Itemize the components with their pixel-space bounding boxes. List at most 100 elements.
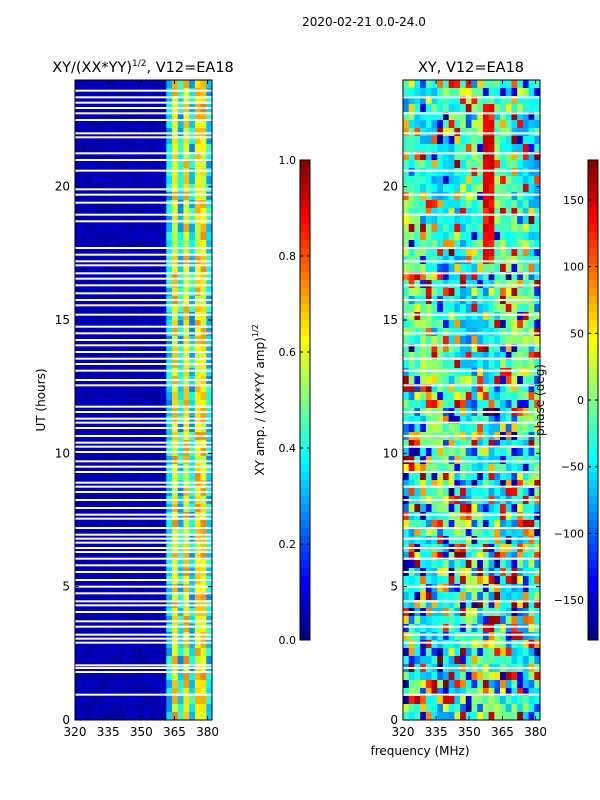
heatmap-cell xyxy=(477,648,484,657)
heatmap-cell xyxy=(517,352,524,361)
heatmap-cell xyxy=(534,144,541,153)
heatmap-cell xyxy=(132,696,139,705)
heatmap-cell xyxy=(149,240,156,249)
heatmap-cell xyxy=(132,280,139,289)
heatmap-cell xyxy=(505,424,512,433)
heatmap-cell xyxy=(425,176,432,185)
heatmap-cell xyxy=(114,392,122,401)
heatmap-cell xyxy=(454,416,461,425)
heatmap-cell xyxy=(172,208,179,217)
heatmap-cell xyxy=(408,488,415,497)
heatmap-cell xyxy=(92,288,99,297)
heatmap-cell xyxy=(522,152,529,161)
heatmap-cell xyxy=(183,352,190,361)
heatmap-cell xyxy=(500,96,507,105)
heatmap-cell xyxy=(120,176,127,185)
heatmap-cell xyxy=(109,272,116,281)
heatmap-cell xyxy=(511,80,518,89)
heatmap-cell xyxy=(86,344,93,353)
heatmap-cell xyxy=(194,176,201,185)
heatmap-cell xyxy=(114,688,122,697)
heatmap-cell xyxy=(488,328,495,337)
heatmap-cell xyxy=(114,456,122,465)
heatmap-cell xyxy=(477,104,484,113)
heatmap-cell xyxy=(172,216,179,225)
heatmap-cell xyxy=(109,480,116,489)
heatmap-cell xyxy=(149,400,156,409)
heatmap-cell xyxy=(126,712,133,721)
heatmap-cell xyxy=(103,688,110,697)
heatmap-cell xyxy=(149,264,156,273)
heatmap-cell xyxy=(477,512,484,521)
heatmap-cell xyxy=(522,200,529,209)
flagged-row xyxy=(75,89,212,92)
heatmap-cell xyxy=(189,176,196,185)
heatmap-cell xyxy=(103,624,110,633)
heatmap-cell xyxy=(414,480,421,489)
flagged-row xyxy=(403,547,540,549)
heatmap-cell xyxy=(403,376,410,385)
heatmap-cell xyxy=(109,656,116,665)
heatmap-cell xyxy=(425,528,432,537)
heatmap-cell xyxy=(114,696,122,705)
heatmap-cell xyxy=(103,464,110,473)
heatmap-cell xyxy=(172,80,179,89)
heatmap-cell xyxy=(126,512,133,521)
heatmap-cell xyxy=(109,248,116,257)
heatmap-cell xyxy=(177,280,184,289)
heatmap-cell xyxy=(420,280,427,289)
heatmap-cell xyxy=(143,240,150,249)
heatmap-cell xyxy=(206,312,213,321)
heatmap-cell xyxy=(528,520,535,529)
heatmap-cell xyxy=(114,304,122,313)
heatmap-cell xyxy=(137,80,144,89)
heatmap-cell xyxy=(505,448,512,457)
heatmap-cell xyxy=(460,280,467,289)
flagged-row xyxy=(75,671,212,673)
heatmap-cell xyxy=(86,672,93,681)
heatmap-cell xyxy=(488,672,495,681)
heatmap-cell xyxy=(505,328,512,337)
heatmap-cell xyxy=(460,528,467,537)
heatmap-cell xyxy=(431,528,438,537)
heatmap-cell xyxy=(414,592,421,601)
heatmap-cell xyxy=(120,184,127,193)
colorbar-segment xyxy=(300,320,310,329)
heatmap-cell xyxy=(149,328,156,337)
heatmap-cell xyxy=(126,272,133,281)
heatmap-cell xyxy=(437,104,444,113)
colorbar-segment xyxy=(588,216,598,225)
heatmap-cell xyxy=(431,624,438,633)
heatmap-cell xyxy=(454,472,461,481)
heatmap-cell xyxy=(403,216,410,225)
heatmap-cell xyxy=(137,480,144,489)
heatmap-cell xyxy=(431,680,438,689)
heatmap-cell xyxy=(482,600,490,609)
flagged-row xyxy=(75,107,212,109)
heatmap-cell xyxy=(408,624,415,633)
heatmap-cell xyxy=(126,416,133,425)
heatmap-cell xyxy=(126,176,133,185)
heatmap-cell xyxy=(425,336,432,345)
heatmap-cell xyxy=(177,400,184,409)
heatmap-cell xyxy=(420,472,427,481)
heatmap-cell xyxy=(437,480,444,489)
heatmap-cell xyxy=(160,520,167,529)
heatmap-cell xyxy=(126,208,133,217)
heatmap-cell xyxy=(86,320,93,329)
heatmap-cell xyxy=(103,112,110,121)
heatmap-cell xyxy=(420,320,427,329)
colorbar-segment xyxy=(300,400,310,409)
heatmap-cell xyxy=(517,240,524,249)
heatmap-cell xyxy=(92,128,99,137)
heatmap-cell xyxy=(420,152,427,161)
heatmap-cell xyxy=(494,264,501,273)
heatmap-cell xyxy=(132,480,139,489)
heatmap-cell xyxy=(172,640,179,649)
heatmap-cell xyxy=(465,312,472,321)
heatmap-cell xyxy=(154,184,162,193)
colorbar-segment xyxy=(300,328,310,337)
heatmap-cell xyxy=(414,344,421,353)
heatmap-cell xyxy=(460,600,467,609)
heatmap-cell xyxy=(488,232,495,241)
